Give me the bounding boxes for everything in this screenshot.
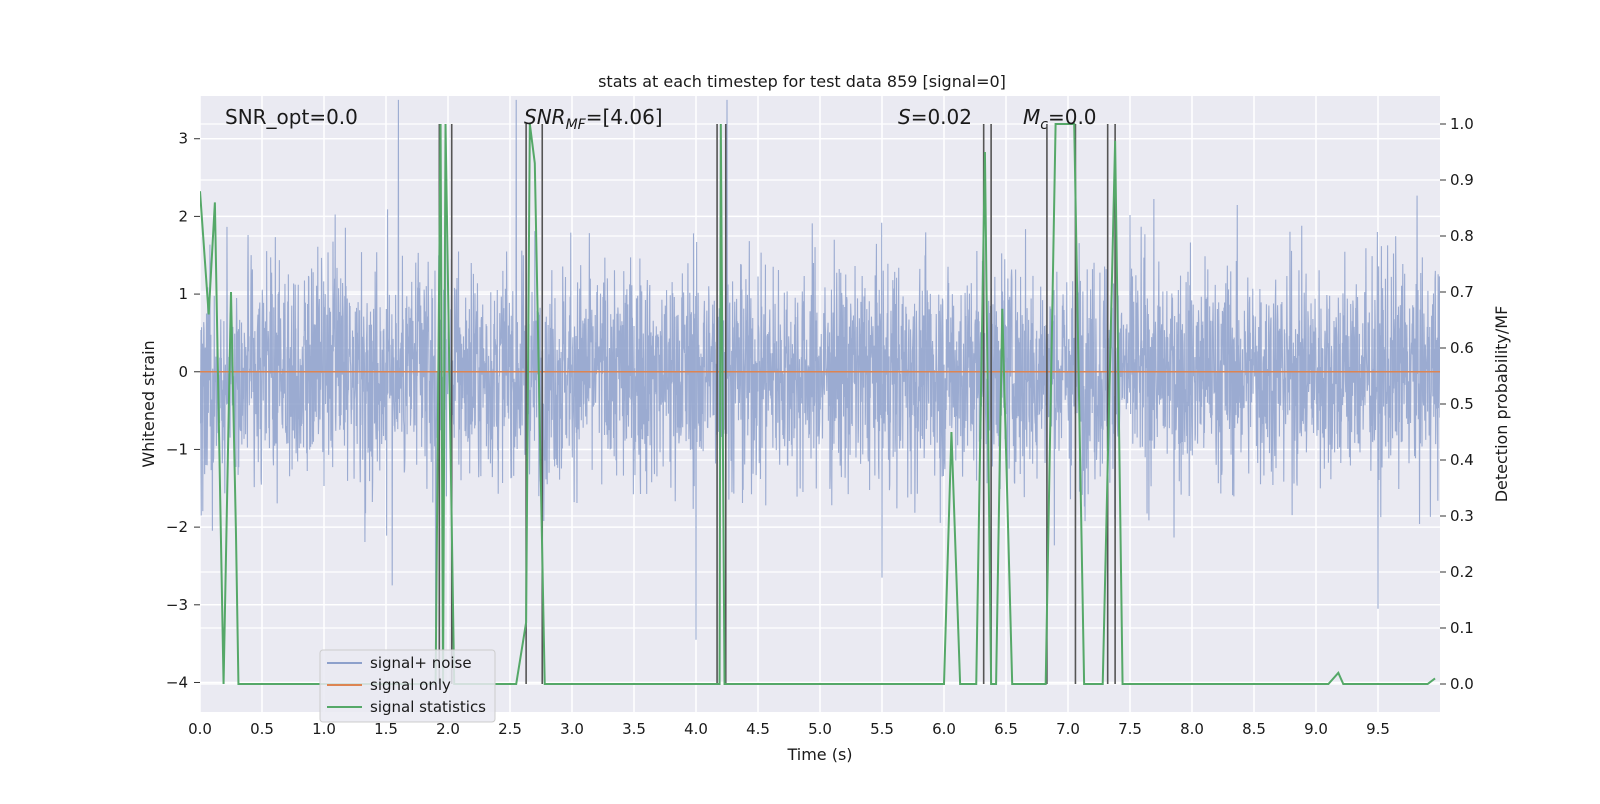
x-tick-label: 9.0: [1304, 720, 1328, 738]
legend-label-statistics: signal statistics: [370, 698, 486, 716]
legend: signal+ noise signal only signal statist…: [319, 649, 496, 723]
y-left-axis-ticks: 3 2 1 0 −1 −2 −3 −4: [166, 130, 200, 691]
y-right-tick-label: 0.2: [1450, 563, 1474, 581]
x-tick-label: 8.5: [1242, 720, 1266, 738]
y-right-axis-ticks: 1.0 0.9 0.8 0.7 0.6 0.5 0.4 0.3 0.2 0.1 0.0: [1440, 115, 1474, 693]
annotation-mc-base: M: [1023, 105, 1040, 129]
y-right-tick-label: 0.6: [1450, 339, 1474, 357]
x-tick-label: 4.0: [684, 720, 708, 738]
x-tick-label: 0.5: [250, 720, 274, 738]
y-left-tick-label: −2: [166, 518, 188, 536]
legend-box: [319, 649, 496, 723]
annotation-snr-mf-sub: MF: [566, 117, 587, 133]
x-tick-label: 3.0: [560, 720, 584, 738]
annotation-snr-mf-value: =[4.06]: [586, 105, 663, 129]
y-right-tick-label: 0.4: [1450, 451, 1474, 469]
x-tick-label: 1.5: [374, 720, 398, 738]
x-tick-label: 7.0: [1056, 720, 1080, 738]
legend-label-noise: signal+ noise: [370, 654, 472, 672]
x-tick-label: 6.5: [994, 720, 1018, 738]
noise-series: [200, 99, 1440, 640]
y-right-tick-label: 0.3: [1450, 507, 1474, 525]
annotation-s: S=0.02: [898, 105, 972, 129]
x-tick-label: 1.0: [312, 720, 336, 738]
annotation-mc-sub: c: [1040, 117, 1048, 133]
y-left-tick-label: −4: [166, 673, 188, 691]
y-right-axis-label: Detection probability/MF: [1492, 306, 1511, 503]
x-tick-label: 2.0: [436, 720, 460, 738]
plot-layer: [200, 99, 1440, 685]
annotation-snr-opt: SNR_opt=0.0: [225, 105, 358, 129]
x-tick-label: 5.0: [808, 720, 832, 738]
x-tick-label: 6.0: [932, 720, 956, 738]
annotation-s-value: =0.02: [911, 105, 972, 129]
annotation-mc: Mc=0.0: [1023, 105, 1097, 133]
y-right-tick-label: 0.9: [1450, 171, 1474, 189]
signal-statistics-line: [200, 123, 1436, 685]
annotations: SNR_opt=0.0 SNRMF=[4.06] S=0.02 Mc=0.0: [225, 105, 1097, 133]
x-tick-label: 0.0: [188, 720, 212, 738]
legend-label-signal: signal only: [370, 676, 451, 694]
annotation-snr-mf-base: SNR: [524, 105, 566, 129]
x-tick-label: 9.5: [1366, 720, 1390, 738]
annotation-mc-value: =0.0: [1048, 105, 1097, 129]
y-right-tick-label: 1.0: [1450, 115, 1474, 133]
x-tick-label: 3.5: [622, 720, 646, 738]
x-tick-label: 4.5: [746, 720, 770, 738]
x-tick-label: 2.5: [498, 720, 522, 738]
y-left-tick-label: 1: [178, 285, 188, 303]
x-tick-label: 7.5: [1118, 720, 1142, 738]
x-axis-ticks: 0.0 0.5 1.0 1.5 2.0 2.5 3.0 3.5 4.0 4.5 5.0 5.5 6.0 6…: [188, 720, 1390, 738]
y-right-tick-label: 0.1: [1450, 619, 1474, 637]
y-left-tick-label: −1: [166, 440, 188, 458]
y-left-axis-label: Whitened strain: [139, 340, 158, 467]
noise-trace: [200, 99, 1440, 640]
y-left-tick-label: −3: [166, 596, 188, 614]
annotation-s-label: S: [898, 105, 911, 129]
y-right-tick-label: 0.7: [1450, 283, 1474, 301]
annotation-snr-mf: SNRMF=[4.06]: [524, 105, 663, 133]
x-axis-label: Time (s): [786, 745, 852, 764]
y-right-tick-label: 0.8: [1450, 227, 1474, 245]
x-tick-label: 5.5: [870, 720, 894, 738]
signal-statistics-series: [200, 123, 1436, 685]
y-left-tick-label: 2: [178, 207, 188, 225]
y-left-tick-label: 0: [178, 363, 188, 381]
y-right-tick-label: 0.0: [1450, 675, 1474, 693]
y-left-tick-label: 3: [178, 130, 188, 148]
x-tick-label: 8.0: [1180, 720, 1204, 738]
chart-title: stats at each timestep for test data 859…: [598, 72, 1006, 91]
y-right-tick-label: 0.5: [1450, 395, 1474, 413]
